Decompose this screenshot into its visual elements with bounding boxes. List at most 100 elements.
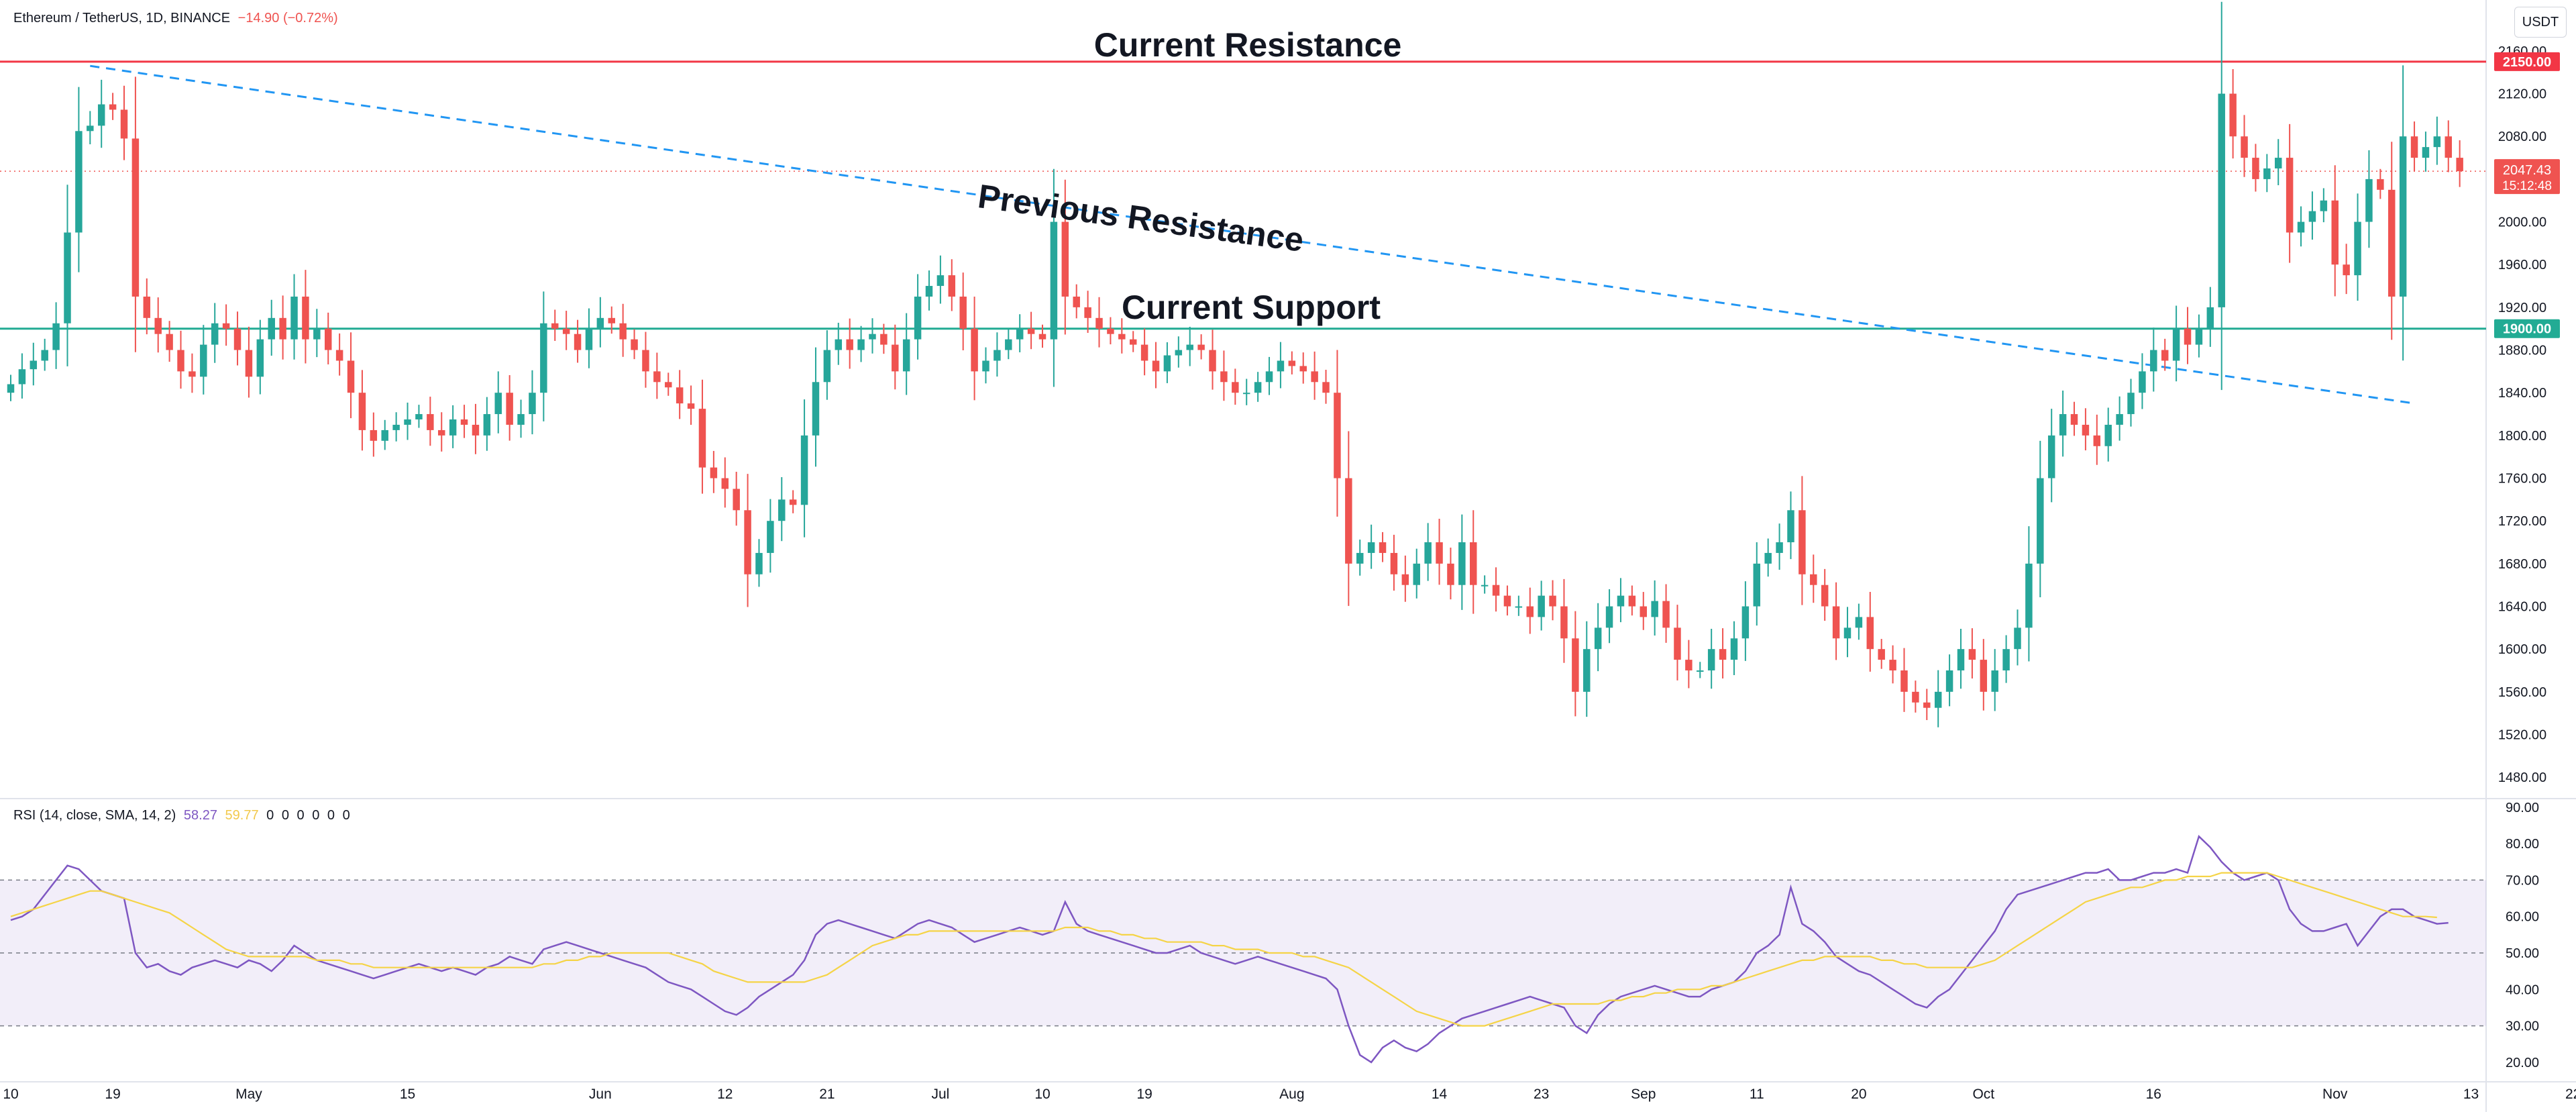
candle[interactable]	[2150, 327, 2157, 392]
candle[interactable]	[789, 490, 797, 513]
trendline-layer[interactable]	[90, 64, 2415, 405]
candle[interactable]	[1277, 342, 1285, 389]
candle[interactable]	[846, 318, 853, 369]
candle[interactable]	[1662, 584, 1670, 643]
candle[interactable]	[358, 370, 366, 451]
candle[interactable]	[2104, 407, 2112, 462]
candle[interactable]	[1741, 581, 1750, 661]
candle[interactable]	[2161, 338, 2169, 371]
candle[interactable]	[1640, 592, 1648, 630]
candle[interactable]	[1481, 575, 1489, 594]
candle[interactable]	[892, 324, 899, 390]
candle[interactable]	[1470, 510, 1477, 614]
candle[interactable]	[52, 302, 60, 369]
candle[interactable]	[2127, 378, 2135, 427]
candle[interactable]	[1968, 628, 1976, 679]
candle[interactable]	[1095, 297, 1103, 348]
candle[interactable]	[1220, 350, 1228, 401]
candle[interactable]	[97, 79, 105, 148]
candle[interactable]	[1923, 689, 1931, 720]
candle[interactable]	[483, 397, 491, 451]
candle[interactable]	[381, 419, 388, 450]
candle[interactable]	[279, 295, 286, 360]
candle[interactable]	[835, 322, 843, 365]
candle[interactable]	[75, 87, 83, 272]
candle[interactable]	[733, 471, 740, 526]
candle[interactable]	[256, 319, 264, 395]
candle[interactable]	[1697, 662, 1704, 678]
candle[interactable]	[2422, 132, 2430, 172]
candle[interactable]	[2354, 193, 2361, 301]
candle[interactable]	[1334, 350, 1341, 517]
candle[interactable]	[2184, 307, 2192, 364]
candle[interactable]	[2082, 408, 2090, 451]
candle[interactable]	[1719, 628, 1727, 679]
candle[interactable]	[721, 457, 729, 508]
candle[interactable]	[1957, 628, 1965, 689]
candle[interactable]	[1980, 639, 1988, 711]
candle[interactable]	[109, 93, 117, 120]
candle[interactable]	[1628, 585, 1636, 616]
candle[interactable]	[1799, 476, 1806, 605]
candle[interactable]	[1764, 538, 1772, 577]
candle[interactable]	[18, 353, 26, 399]
candle[interactable]	[1549, 580, 1556, 621]
candle[interactable]	[2343, 244, 2350, 295]
candle[interactable]	[1843, 607, 1851, 658]
candle[interactable]	[2308, 191, 2316, 240]
candle[interactable]	[506, 374, 513, 441]
candle[interactable]	[517, 399, 525, 438]
candle[interactable]	[245, 326, 253, 398]
candle[interactable]	[472, 403, 480, 454]
candle[interactable]	[2263, 154, 2271, 193]
rsi-title[interactable]: RSI (14, close, SMA, 14, 2)	[13, 808, 176, 823]
candle[interactable]	[1651, 580, 1658, 636]
candle[interactable]	[994, 332, 1001, 377]
candle[interactable]	[1572, 611, 1579, 717]
candle[interactable]	[1242, 378, 1250, 405]
symbol-legend[interactable]: Ethereum / TetherUS, 1D, BINANCE −14.90 …	[13, 11, 342, 26]
candle[interactable]	[971, 296, 978, 401]
candle[interactable]	[665, 372, 672, 396]
candle[interactable]	[335, 333, 343, 376]
currency-button[interactable]: USDT	[2514, 7, 2567, 38]
candle[interactable]	[744, 474, 751, 607]
candle[interactable]	[313, 309, 321, 358]
rsi-line[interactable]	[10, 834, 2449, 1064]
candle[interactable]	[608, 306, 616, 334]
candle[interactable]	[1299, 352, 1307, 384]
candle[interactable]	[710, 450, 718, 493]
candle[interactable]	[1084, 291, 1091, 334]
candle[interactable]	[1878, 639, 1885, 669]
candle[interactable]	[2320, 188, 2328, 223]
candle[interactable]	[2025, 526, 2033, 662]
candle[interactable]	[2002, 635, 2010, 683]
candle[interactable]	[2195, 314, 2203, 358]
candle[interactable]	[211, 303, 219, 363]
candle[interactable]	[1288, 351, 1296, 374]
candle[interactable]	[540, 291, 547, 421]
price-levels[interactable]	[0, 60, 2486, 330]
candle[interactable]	[177, 330, 184, 389]
candle[interactable]	[2388, 142, 2396, 340]
candle[interactable]	[2037, 440, 2044, 597]
candle[interactable]	[1912, 680, 1919, 713]
candle[interactable]	[2433, 116, 2441, 165]
candle[interactable]	[87, 111, 94, 144]
candle[interactable]	[982, 347, 989, 384]
candle[interactable]	[585, 308, 593, 368]
candle[interactable]	[800, 399, 808, 538]
candle[interactable]	[936, 255, 945, 304]
candle[interactable]	[1254, 372, 1262, 402]
candle[interactable]	[222, 304, 230, 346]
candle[interactable]	[2365, 150, 2373, 248]
candle[interactable]	[2218, 1, 2225, 391]
candle[interactable]	[1311, 351, 1318, 400]
candle[interactable]	[2139, 353, 2146, 409]
candle[interactable]	[1810, 554, 1817, 603]
candle[interactable]	[64, 185, 71, 366]
candle[interactable]	[1118, 318, 1126, 354]
candle[interactable]	[1209, 330, 1216, 390]
candle[interactable]	[1232, 368, 1239, 405]
